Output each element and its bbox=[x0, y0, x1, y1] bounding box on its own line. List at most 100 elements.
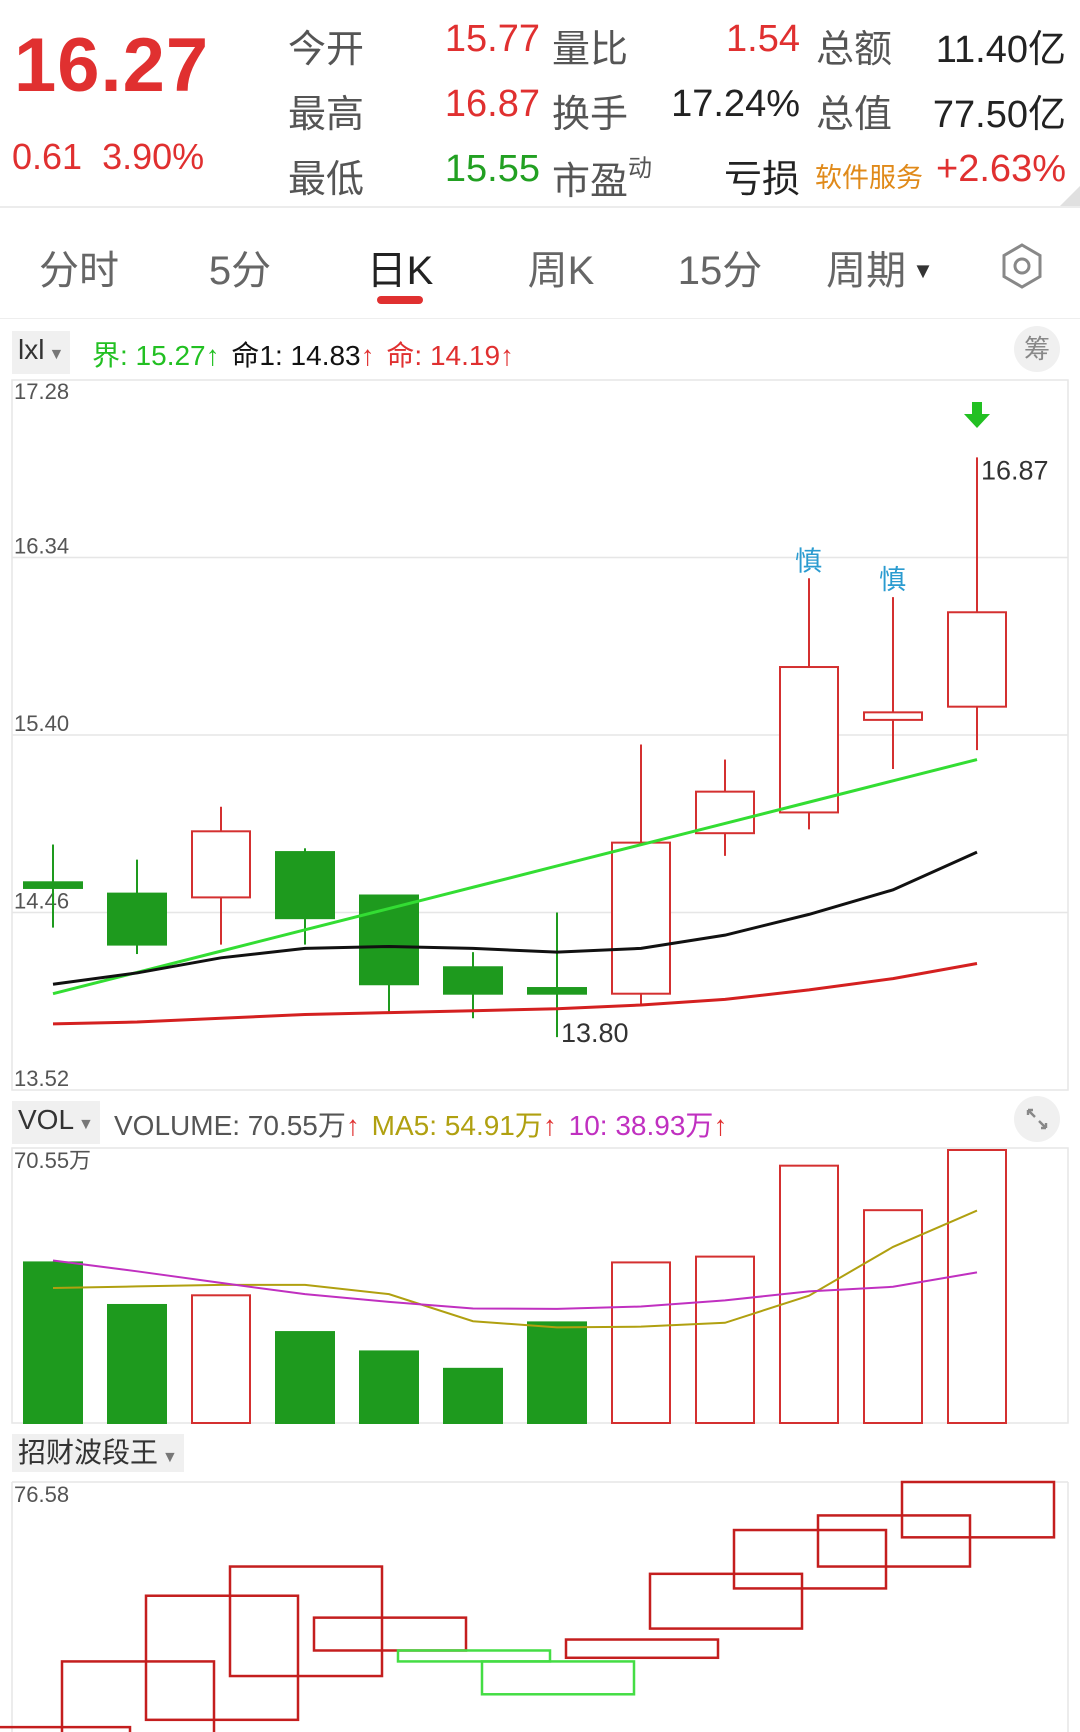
volume-bar-down bbox=[107, 1303, 167, 1425]
band-box-green bbox=[480, 1660, 636, 1696]
tab-period-dropdown[interactable]: 周期 ▼ bbox=[805, 238, 955, 296]
band-box-red bbox=[144, 1594, 300, 1722]
y-axis-label: 16.34 bbox=[14, 534, 69, 559]
tab-period-label: 周期 bbox=[826, 249, 907, 293]
candle-body-up bbox=[947, 611, 1007, 708]
volume-bar-down bbox=[443, 1367, 503, 1424]
y-axis-label: 70.55万 bbox=[14, 1148, 91, 1173]
volume-bar-up bbox=[947, 1149, 1007, 1424]
candle-body-up bbox=[191, 830, 251, 899]
line-ma10 bbox=[52, 1259, 978, 1310]
value-open: 15.77 bbox=[444, 18, 540, 60]
candle-body-down bbox=[359, 894, 419, 986]
tab-15min[interactable]: 15分 bbox=[677, 249, 763, 293]
value-market-cap: 77.50亿 bbox=[932, 94, 1066, 136]
volume-indicator-values: VOLUME: 70.55万↑ MA5: 54.91万↑ 10: 38.93万↑ bbox=[114, 1104, 727, 1144]
indicator-ma10: 10: 38.93万 bbox=[568, 1110, 714, 1141]
volume-bar-down bbox=[527, 1321, 587, 1424]
label-open: 今开 bbox=[288, 27, 365, 71]
main-indicator-selector[interactable]: lxl ▼ bbox=[12, 331, 71, 374]
volume-bar-down bbox=[359, 1350, 419, 1424]
main-indicator-values: 界: 15.27↑ 命1: 14.83↑ 命: 14.19↑ bbox=[92, 334, 514, 374]
value-low: 15.55 bbox=[444, 148, 540, 190]
bottom-indicator-selector[interactable]: 招财波段王 ▼ bbox=[12, 1434, 184, 1472]
label-high: 最高 bbox=[288, 92, 365, 136]
y-axis-label: 13.52 bbox=[14, 1066, 69, 1091]
label-pe: 市盈 bbox=[552, 159, 629, 203]
corner-fold-icon bbox=[1060, 186, 1080, 206]
volume-bar-up bbox=[611, 1261, 671, 1425]
change-percent: 3.90% bbox=[102, 136, 205, 177]
up-arrow-icon: ↑ bbox=[542, 1110, 557, 1141]
indicator-ma5: MA5: 54.91万 bbox=[371, 1110, 543, 1141]
volume-bar-up bbox=[863, 1209, 923, 1425]
candle-body-up bbox=[863, 711, 923, 721]
caret-down-icon: ▼ bbox=[912, 258, 934, 283]
label-market-cap: 总值 bbox=[816, 92, 893, 136]
indicator-volume: VOLUME: 70.55万 bbox=[114, 1110, 346, 1141]
band-box-red bbox=[900, 1480, 1056, 1539]
candle-body-down bbox=[107, 892, 167, 946]
active-tab-indicator bbox=[377, 296, 423, 304]
candle-body-up bbox=[695, 790, 755, 835]
tab-weekly-k[interactable]: 周K bbox=[527, 249, 595, 293]
band-box-red bbox=[732, 1528, 888, 1590]
tab-daily-k[interactable]: 日K bbox=[366, 249, 434, 293]
band-king-chart[interactable]: 76.58 bbox=[0, 1476, 1080, 1732]
price-change: 0.61 3.90% bbox=[12, 136, 204, 178]
candle-body-down bbox=[527, 987, 587, 995]
label-turnover-amount: 总额 bbox=[816, 27, 893, 71]
label-turnover-rate: 换手 bbox=[552, 92, 629, 136]
sector-name-link[interactable]: 软件服务 bbox=[815, 163, 923, 193]
up-arrow-icon: ↑ bbox=[360, 340, 375, 371]
value-high: 16.87 bbox=[444, 83, 540, 125]
band-box-red bbox=[60, 1660, 216, 1732]
volume-bar-down bbox=[23, 1261, 83, 1425]
up-arrow-icon: ↑ bbox=[345, 1110, 360, 1141]
caret-down-icon: ▼ bbox=[162, 1449, 178, 1466]
sell-arrow-icon bbox=[964, 402, 990, 428]
up-arrow-icon: ↑ bbox=[500, 340, 515, 371]
low-price-label: 13.80 bbox=[561, 1018, 629, 1048]
volume-indicator-name: VOL bbox=[18, 1104, 75, 1135]
caution-signal-label: 慎 bbox=[879, 565, 906, 595]
change-amount: 0.61 bbox=[12, 136, 83, 177]
value-turnover-rate: 17.24% bbox=[671, 83, 800, 125]
line-ming1 bbox=[52, 850, 978, 986]
caution-signal-label: 慎 bbox=[795, 546, 822, 576]
header-divider bbox=[0, 206, 1080, 208]
label-pe-dynamic: 市盈动 bbox=[552, 148, 652, 205]
indicator-ming: 命: 14.19 bbox=[386, 340, 501, 371]
value-volume-ratio: 1.54 bbox=[726, 18, 800, 60]
volume-indicator-selector[interactable]: VOL ▼ bbox=[12, 1101, 100, 1144]
last-price: 16.27 bbox=[14, 23, 210, 108]
tab-5min[interactable]: 5分 bbox=[208, 249, 272, 293]
indicator-ming1: 命1: 14.83 bbox=[231, 340, 361, 371]
volume-chart[interactable]: 70.55万 bbox=[0, 1142, 1080, 1427]
volume-bar-up bbox=[695, 1255, 755, 1424]
candle-body-up bbox=[779, 666, 839, 814]
hexagon-settings-icon[interactable] bbox=[998, 242, 1046, 290]
label-pe-sup: 动 bbox=[628, 154, 653, 182]
y-axis-label: 76.58 bbox=[14, 1482, 69, 1507]
main-indicator-name: lxl bbox=[18, 334, 45, 365]
volume-bar-down bbox=[275, 1331, 335, 1425]
label-low: 最低 bbox=[288, 157, 365, 201]
volume-bar-up bbox=[191, 1294, 251, 1424]
band-box-red bbox=[564, 1638, 720, 1660]
tab-timeshare[interactable]: 分时 bbox=[39, 249, 119, 293]
indicator-jie: 界: 15.27 bbox=[92, 340, 206, 371]
high-price-label: 16.87 bbox=[981, 455, 1049, 485]
value-turnover-amount: 11.40亿 bbox=[935, 29, 1066, 71]
candle-body-up bbox=[611, 841, 671, 995]
chip-distribution-button[interactable]: 筹 bbox=[1014, 326, 1060, 372]
caret-down-icon: ▼ bbox=[48, 346, 65, 363]
line-jie bbox=[52, 758, 978, 996]
y-axis-label: 17.28 bbox=[14, 379, 69, 404]
bottom-indicator-name: 招财波段王 bbox=[18, 1437, 159, 1468]
band-box-red bbox=[0, 1725, 132, 1732]
up-arrow-icon: ↑ bbox=[205, 340, 220, 371]
band-box-red bbox=[228, 1565, 384, 1678]
expand-arrows-icon[interactable] bbox=[1014, 1096, 1060, 1142]
